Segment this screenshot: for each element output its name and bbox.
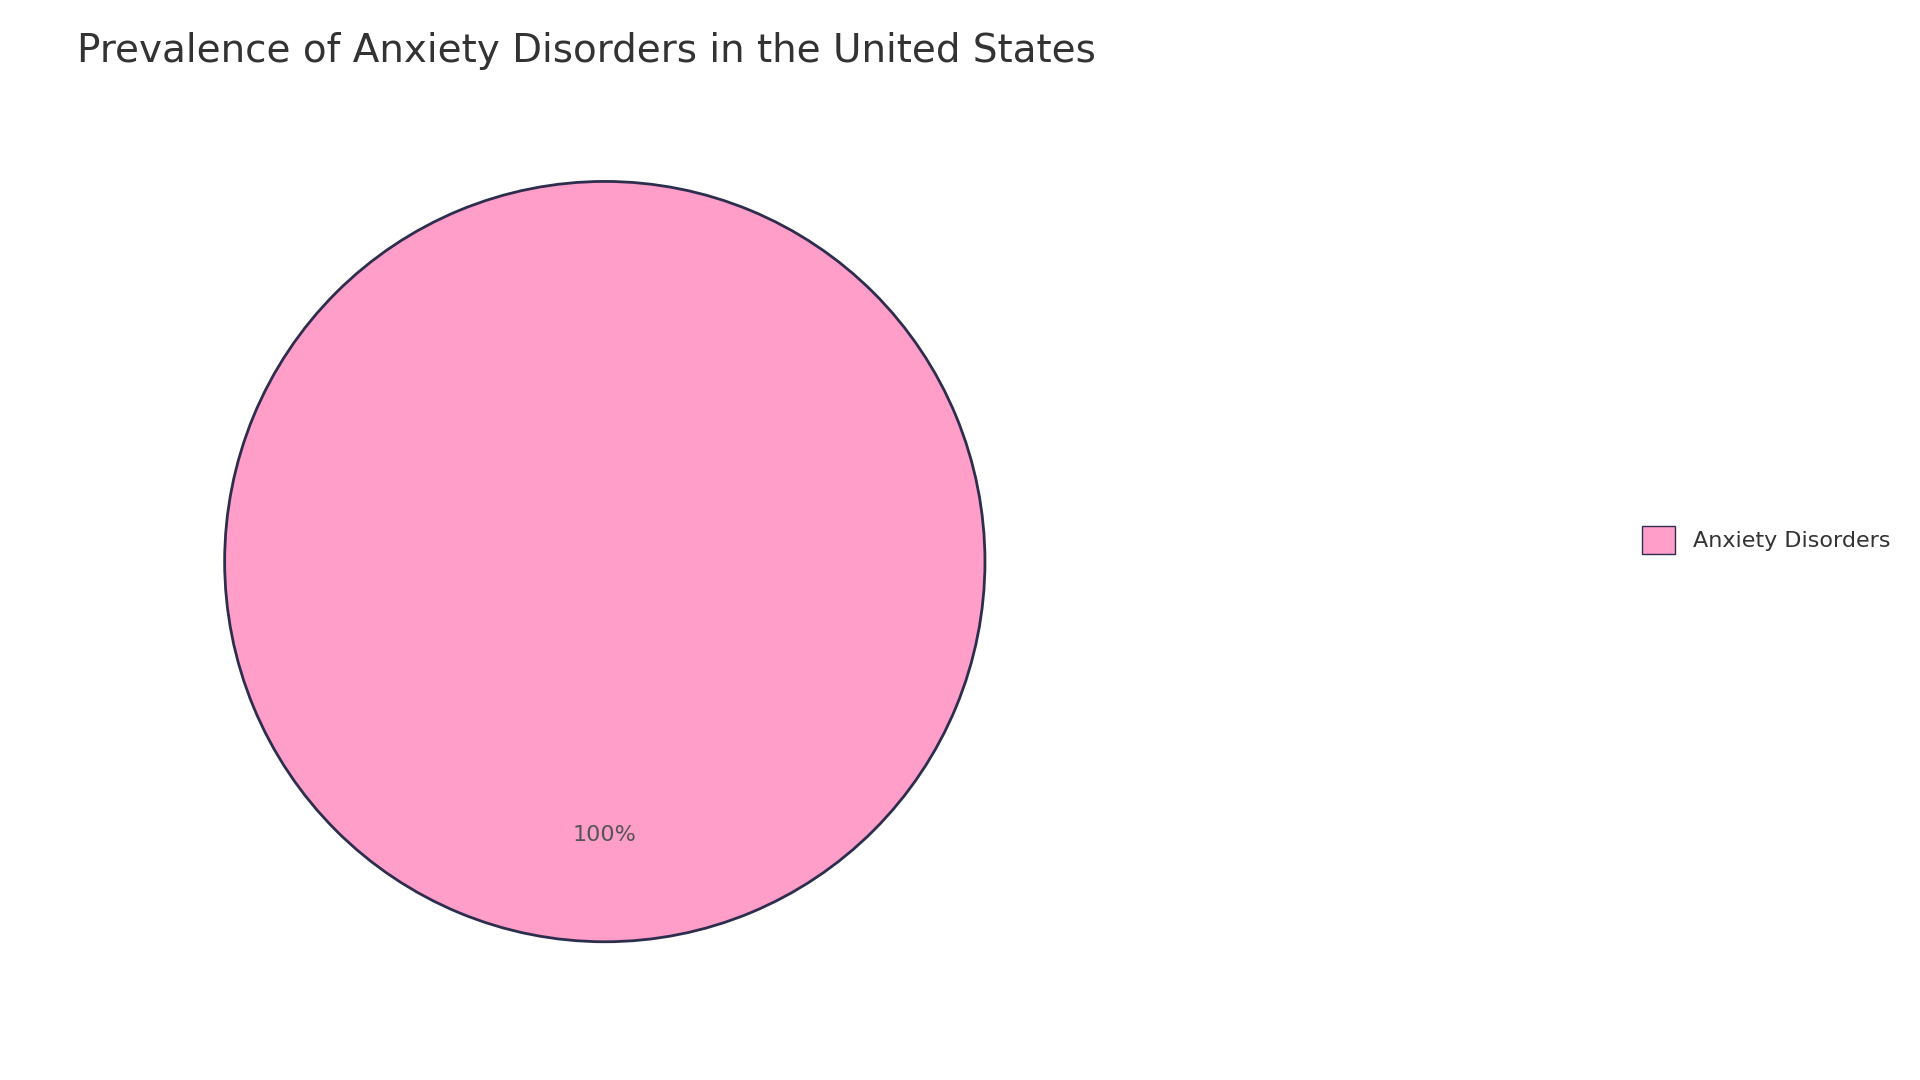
Wedge shape — [225, 181, 985, 942]
Legend: Anxiety Disorders: Anxiety Disorders — [1634, 517, 1899, 563]
Text: 100%: 100% — [572, 825, 637, 846]
Text: Prevalence of Anxiety Disorders in the United States: Prevalence of Anxiety Disorders in the U… — [77, 32, 1096, 70]
